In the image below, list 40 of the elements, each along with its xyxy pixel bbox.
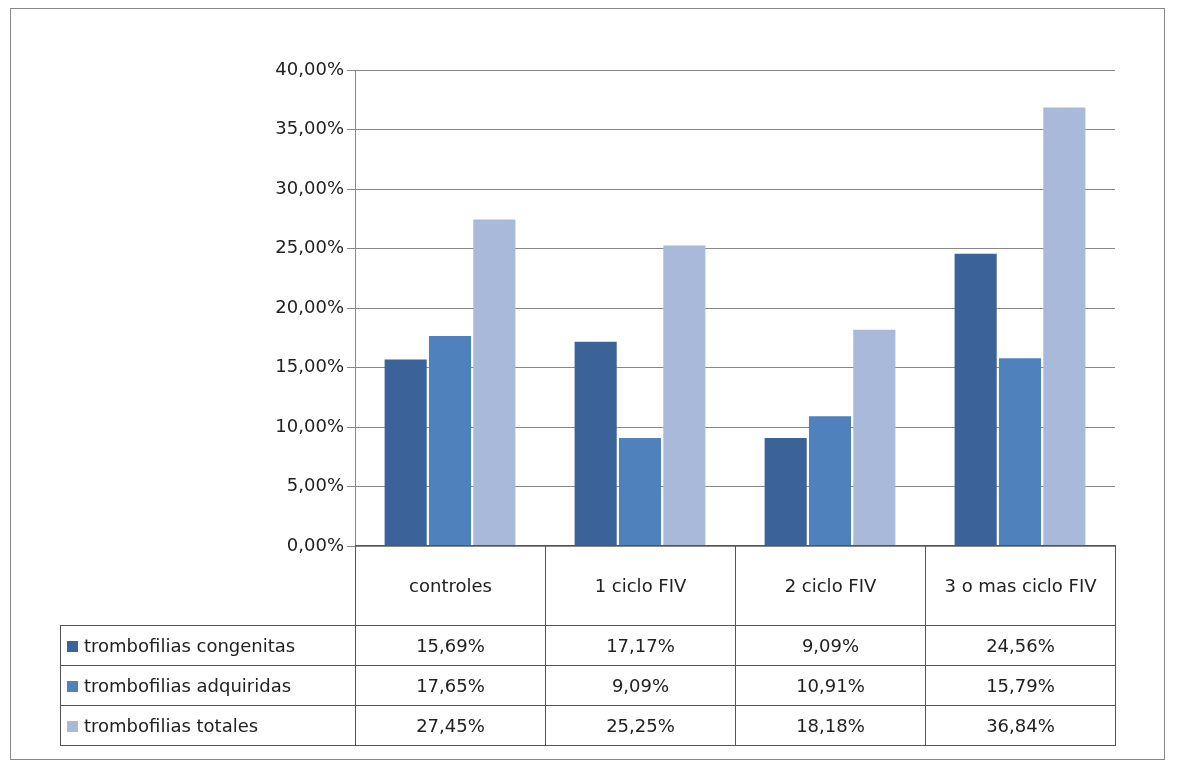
data-label: 27,45% [355, 705, 546, 746]
x-tick-label: 1 ciclo FIV [545, 545, 736, 626]
bar [384, 359, 427, 546]
y-tick-label: 40,00% [275, 57, 344, 79]
bar [663, 245, 706, 546]
data-label: 17,17% [545, 625, 736, 666]
bar [998, 358, 1042, 546]
bar [954, 253, 997, 546]
x-tick-label: 3 o mas ciclo FIV [925, 545, 1116, 626]
bar [574, 341, 617, 546]
y-tick-label: 0,00% [286, 533, 344, 555]
y-tick-label: 20,00% [275, 295, 344, 317]
bar [473, 219, 516, 546]
y-tick-label: 5,00% [286, 474, 344, 496]
y-tick-label: 10,00% [275, 414, 344, 436]
legend-label: trombofilias totales [60, 705, 356, 746]
bar [428, 336, 472, 546]
data-label: 36,84% [925, 705, 1116, 746]
bar [853, 329, 896, 546]
legend-label: trombofilias congenitas [60, 625, 356, 666]
bar [1043, 107, 1086, 546]
x-tick-label: 2 ciclo FIV [735, 545, 926, 626]
bar [808, 416, 852, 546]
data-label: 25,25% [545, 705, 736, 746]
y-tick-label: 35,00% [275, 117, 344, 139]
bar [764, 437, 807, 546]
y-tick-label: 15,00% [275, 355, 344, 377]
data-label: 24,56% [925, 625, 1116, 666]
data-label: 18,18% [735, 705, 926, 746]
data-label: 17,65% [355, 665, 546, 706]
x-tick-label: controles [355, 545, 546, 626]
data-label: 15,79% [925, 665, 1116, 706]
data-label: 9,09% [735, 625, 926, 666]
y-tick-label: 30,00% [275, 176, 344, 198]
legend-label: trombofilias adquiridas [60, 665, 356, 706]
data-label: 9,09% [545, 665, 736, 706]
y-tick-label: 25,00% [275, 236, 344, 258]
bar [618, 437, 662, 546]
data-label: 15,69% [355, 625, 546, 666]
data-label: 10,91% [735, 665, 926, 706]
